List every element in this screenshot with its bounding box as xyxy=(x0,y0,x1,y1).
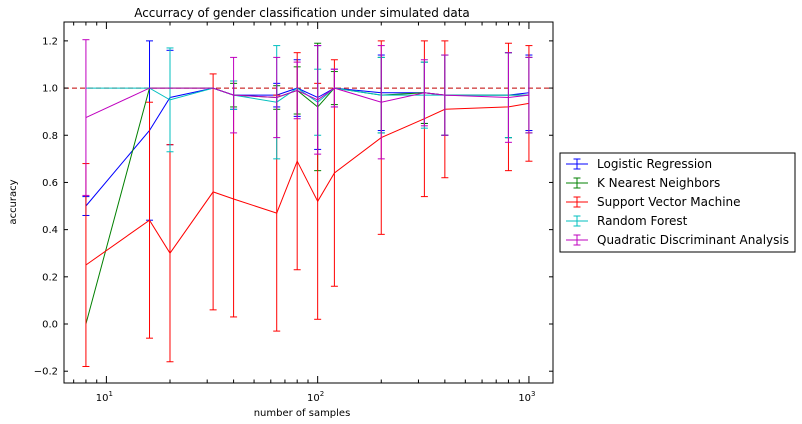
series-quadratic-discriminant-analysis xyxy=(82,39,533,196)
legend-item: Logistic Regression xyxy=(566,157,712,171)
y-tick-label: 1.2 xyxy=(42,36,58,47)
legend-item: K Nearest Neighbors xyxy=(566,176,720,190)
series-line xyxy=(85,102,529,266)
x-tick-label: 102 xyxy=(307,390,324,404)
legend-label: Logistic Regression xyxy=(597,157,712,171)
y-tick-label: 0.4 xyxy=(42,225,58,236)
y-tick-label: −0.2 xyxy=(34,367,58,378)
x-axis-label: number of samples xyxy=(254,408,351,419)
y-tick-label: 0.8 xyxy=(42,131,58,142)
y-axis-label: accuracy xyxy=(8,179,19,224)
plot-frame xyxy=(63,21,554,384)
legend-item: Random Forest xyxy=(566,214,688,228)
y-tick-label: 1.0 xyxy=(42,84,58,95)
series-layer xyxy=(82,39,533,367)
plot-area: −0.2 0.0 0.2 0.4 0.6 0.8 1.0 1.2 101 102 103 xyxy=(34,21,554,404)
y-tick-label: 0.6 xyxy=(42,178,58,189)
x-tick-label: 101 xyxy=(96,390,113,404)
y-tick-label: 0.2 xyxy=(42,272,58,283)
legend: Logistic Regression K Nearest Neighbors Su… xyxy=(559,152,796,253)
legend-label: Support Vector Machine xyxy=(597,195,741,209)
x-tick-label: 103 xyxy=(518,390,535,404)
legend-label: Quadratic Discriminant Analysis xyxy=(597,233,789,247)
x-axis: 101 102 103 xyxy=(73,22,536,404)
legend-label: K Nearest Neighbors xyxy=(597,176,720,190)
series-line xyxy=(85,87,529,119)
series-line xyxy=(85,87,529,325)
legend-label: Random Forest xyxy=(597,214,688,228)
legend-frame xyxy=(559,152,796,253)
legend-item: Support Vector Machine xyxy=(566,195,741,209)
chart-title: Accurracy of gender classification under… xyxy=(134,6,470,20)
legend-item: Quadratic Discriminant Analysis xyxy=(566,233,789,247)
series-line xyxy=(85,87,529,207)
y-tick-label: 0.0 xyxy=(42,320,58,331)
y-axis: −0.2 0.0 0.2 0.4 0.6 0.8 1.0 1.2 xyxy=(34,36,553,378)
